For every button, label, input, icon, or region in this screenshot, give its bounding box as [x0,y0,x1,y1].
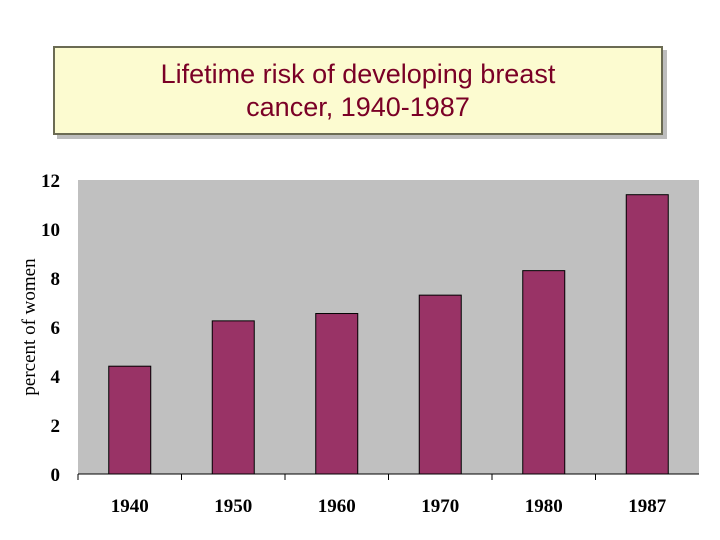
y-tick-label: 8 [51,269,61,290]
bars [108,194,669,475]
bar-1970 [418,294,462,475]
y-tick-label: 4 [51,367,61,388]
x-tick-label: 1980 [525,496,563,517]
y-tick-label: 0 [51,465,61,486]
x-axis-ticks: 1940 1950 1960 1970 1980 1987 [77,474,667,517]
y-tick-label: 6 [51,318,61,339]
bar-1950 [211,320,255,475]
bar-1980 [522,270,566,475]
chart-title-box: Lifetime risk of developing breast cance… [53,46,663,135]
x-tick-label: 1940 [111,496,149,517]
y-axis-label: percent of women [19,258,40,396]
x-tick-label: 1950 [214,496,252,517]
x-tick-label: 1987 [628,496,667,517]
bar-1940 [108,365,152,475]
x-tick-label: 1970 [421,496,459,517]
y-tick-label: 2 [51,416,61,437]
x-tick-label: 1960 [318,496,356,517]
bar-1960 [315,313,359,475]
y-tick-label: 12 [41,171,60,192]
y-axis-ticks: 0 2 4 6 8 10 12 [41,171,61,486]
y-tick-label: 10 [41,220,60,241]
plot-area [78,180,699,474]
chart-title: Lifetime risk of developing breast cance… [160,59,556,122]
bar-1987 [625,194,669,475]
